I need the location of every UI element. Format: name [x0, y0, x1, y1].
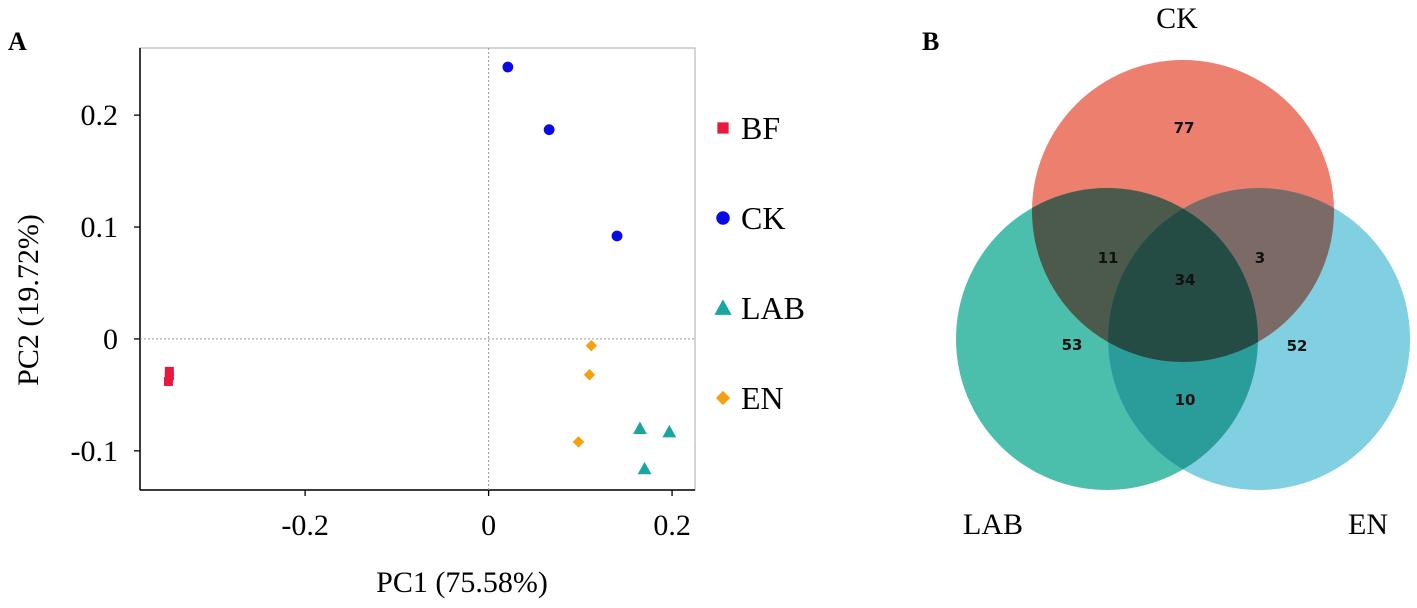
x-axis-label: PC1 (75.58%)	[376, 566, 548, 599]
point-ck-2	[611, 230, 623, 242]
legend: BF CK LAB EN	[714, 110, 805, 416]
venn-set-label-lab: LAB	[963, 508, 1023, 541]
x-tick-label-0: -0.2	[281, 509, 329, 542]
legend-marker-ck	[716, 211, 730, 225]
y-axis-label: PC2 (19.72%)	[12, 214, 45, 386]
point-lab-1	[662, 424, 677, 438]
x-tick-label-1: 0	[481, 509, 496, 542]
point-en-1	[583, 369, 596, 381]
legend-label-en: EN	[741, 380, 784, 416]
legend-marker-bf	[717, 122, 729, 134]
panel-a-label: A	[8, 27, 27, 56]
venn-set-label-ck: CK	[1156, 2, 1198, 35]
point-bf-1	[164, 371, 174, 381]
y-tick-label-1: 0.1	[81, 211, 119, 244]
scatter-points	[163, 61, 677, 475]
point-en-2	[572, 436, 585, 448]
pca-scatter-plot: -0.2 0 0.2 0.2 0.1 0 -0.1 PC1 (75.58%) PC2 (1…	[12, 47, 696, 599]
y-tick-label-3: -0.1	[71, 435, 119, 468]
y-tick-label-0: 0.2	[81, 99, 119, 132]
venn-count-lab-only: 53	[1062, 336, 1083, 354]
plot-frame	[139, 47, 696, 491]
legend-label-bf: BF	[741, 110, 780, 146]
panel-b-label: B	[922, 27, 939, 56]
point-lab-2	[637, 461, 652, 475]
venn-region-all	[1108, 188, 1258, 362]
venn-count-ck-en: 3	[1255, 249, 1265, 267]
venn-count-all: 34	[1175, 271, 1196, 289]
x-tick-label-2: 0.2	[653, 509, 691, 542]
point-ck-0	[502, 61, 514, 73]
venn-set-label-en: EN	[1348, 508, 1388, 541]
point-ck-1	[543, 124, 555, 136]
y-axis-ticks: 0.2 0.1 0 -0.1	[71, 99, 140, 468]
x-axis-ticks: -0.2 0 0.2	[281, 490, 691, 542]
legend-marker-lab	[714, 299, 732, 315]
point-en-0	[585, 339, 598, 352]
venn-count-ck-only: 77	[1174, 119, 1195, 137]
legend-label-ck: CK	[741, 200, 785, 236]
venn-count-ck-lab: 11	[1098, 249, 1119, 267]
legend-label-lab: LAB	[741, 290, 805, 326]
venn-count-en-only: 52	[1287, 337, 1308, 355]
venn-diagram: CK LAB EN 77 53 52 11 3 10 34	[956, 2, 1410, 541]
y-tick-label-2: 0	[103, 323, 118, 356]
point-bf-2	[163, 376, 173, 386]
legend-marker-en	[715, 390, 731, 406]
venn-count-lab-en: 10	[1175, 391, 1196, 409]
point-lab-0	[633, 421, 647, 434]
